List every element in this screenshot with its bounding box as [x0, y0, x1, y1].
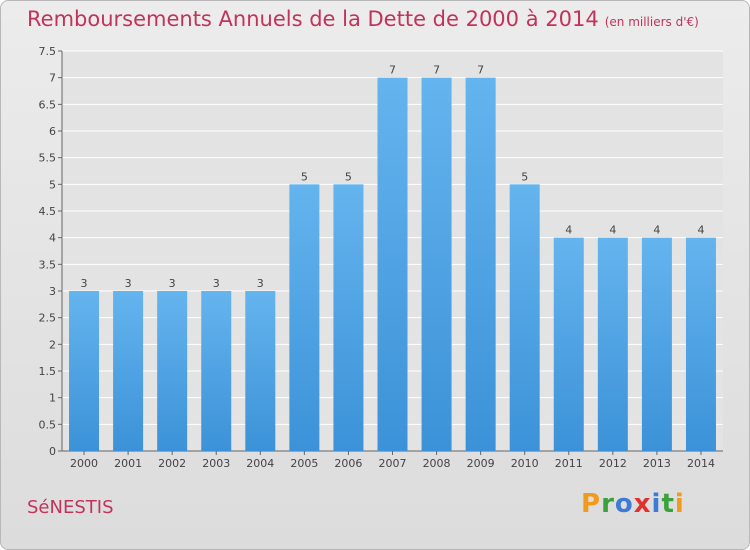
logo-letter: P — [581, 489, 602, 519]
bar — [333, 184, 364, 452]
proxiti-logo: Proxiti — [581, 489, 685, 519]
data-label: 3 — [257, 277, 264, 290]
y-tick-label: 1 — [49, 392, 56, 405]
y-tick-label: 1.5 — [39, 365, 57, 378]
data-label: 7 — [389, 64, 396, 77]
data-label: 3 — [125, 277, 132, 290]
bar — [245, 291, 276, 451]
x-tick-label: 2005 — [290, 457, 318, 470]
logo-letter: i — [651, 489, 662, 519]
x-tick-label: 2012 — [599, 457, 627, 470]
x-tick-label: 2011 — [555, 457, 583, 470]
bar — [597, 237, 628, 451]
data-label: 7 — [433, 64, 440, 77]
logo-letter: o — [614, 489, 634, 519]
data-label: 3 — [81, 277, 88, 290]
y-tick-label: 5.5 — [39, 152, 57, 165]
y-tick-label: 0 — [49, 445, 56, 458]
y-tick-label: 2 — [49, 338, 56, 351]
bar — [289, 184, 320, 452]
data-label: 4 — [697, 224, 704, 237]
y-tick-label: 3 — [49, 285, 56, 298]
data-label: 5 — [345, 170, 352, 183]
chart-unit: (en milliers d'€) — [604, 15, 699, 29]
bar — [201, 291, 232, 451]
data-label: 3 — [213, 277, 220, 290]
x-tick-label: 2002 — [158, 457, 186, 470]
logo-letter: x — [633, 489, 652, 519]
data-label: 3 — [169, 277, 176, 290]
data-label: 7 — [477, 64, 484, 77]
y-tick-label: 4.5 — [39, 205, 57, 218]
y-tick-label: 4 — [49, 232, 56, 245]
x-tick-label: 2001 — [114, 457, 142, 470]
bar — [465, 77, 496, 452]
logo-letter: t — [661, 489, 675, 519]
x-tick-label: 2006 — [334, 457, 362, 470]
x-tick-label: 2004 — [246, 457, 274, 470]
y-tick-label: 0.5 — [39, 418, 57, 431]
bar — [157, 291, 188, 451]
bar — [553, 237, 584, 451]
bar — [641, 237, 672, 451]
x-tick-label: 2014 — [687, 457, 715, 470]
y-tick-label: 6 — [49, 125, 56, 138]
data-label: 4 — [653, 224, 660, 237]
y-tick-label: 3.5 — [39, 258, 57, 271]
x-tick-label: 2003 — [202, 457, 230, 470]
y-tick-label: 7 — [49, 72, 56, 85]
bar — [685, 237, 716, 451]
data-label: 5 — [521, 170, 528, 183]
data-label: 5 — [301, 170, 308, 183]
chart-title-text: Remboursements Annuels de la Dette de 20… — [27, 7, 599, 31]
bar — [113, 291, 144, 451]
x-tick-label: 2000 — [70, 457, 98, 470]
data-label: 4 — [565, 224, 572, 237]
chart-title: Remboursements Annuels de la Dette de 20… — [27, 7, 699, 31]
y-tick-label: 2.5 — [39, 312, 57, 325]
y-tick-label: 6.5 — [39, 98, 57, 111]
x-tick-label: 2008 — [423, 457, 451, 470]
bar — [421, 77, 452, 452]
logo-letter: i — [674, 489, 685, 519]
y-tick-label: 7.5 — [39, 45, 57, 58]
bar — [377, 77, 408, 452]
x-tick-label: 2007 — [379, 457, 407, 470]
data-label: 4 — [609, 224, 616, 237]
y-tick-label: 5 — [49, 178, 56, 191]
place-name: SéNESTIS — [27, 497, 114, 518]
x-tick-label: 2009 — [467, 457, 495, 470]
x-tick-label: 2010 — [511, 457, 539, 470]
bar — [69, 291, 100, 451]
bar — [509, 184, 540, 452]
logo-letter: r — [601, 489, 615, 519]
x-tick-label: 2013 — [643, 457, 671, 470]
